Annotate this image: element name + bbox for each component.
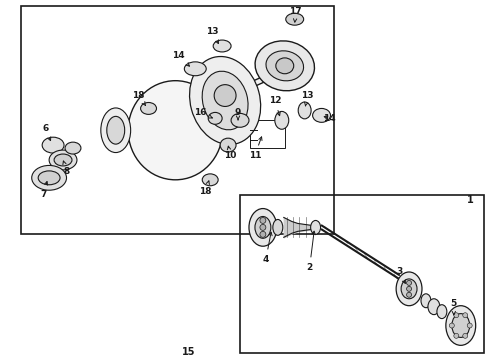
Circle shape <box>260 217 266 224</box>
Bar <box>250 120 285 148</box>
Ellipse shape <box>396 272 422 306</box>
Text: 17: 17 <box>290 7 302 22</box>
Circle shape <box>463 313 468 318</box>
Circle shape <box>449 323 454 328</box>
Text: 5: 5 <box>451 299 457 315</box>
Ellipse shape <box>298 102 311 119</box>
Ellipse shape <box>32 166 67 190</box>
Circle shape <box>407 280 412 285</box>
Text: 14: 14 <box>323 114 336 123</box>
Ellipse shape <box>273 220 283 235</box>
Ellipse shape <box>255 41 315 91</box>
Ellipse shape <box>213 40 231 52</box>
Text: 3: 3 <box>396 266 405 283</box>
Ellipse shape <box>42 137 64 153</box>
Ellipse shape <box>428 299 440 315</box>
Ellipse shape <box>38 171 60 185</box>
Text: 14: 14 <box>172 51 190 66</box>
Ellipse shape <box>202 174 218 186</box>
Ellipse shape <box>452 314 470 337</box>
Text: 13: 13 <box>301 91 314 106</box>
Ellipse shape <box>107 116 124 144</box>
Ellipse shape <box>286 13 304 25</box>
Ellipse shape <box>446 306 476 345</box>
Ellipse shape <box>141 103 156 114</box>
Ellipse shape <box>202 71 248 130</box>
Ellipse shape <box>311 220 320 234</box>
Ellipse shape <box>437 305 447 319</box>
Ellipse shape <box>184 62 206 76</box>
Ellipse shape <box>101 108 131 153</box>
Text: 15: 15 <box>182 347 195 357</box>
Circle shape <box>407 286 412 291</box>
Circle shape <box>467 323 472 328</box>
Circle shape <box>260 224 266 230</box>
Ellipse shape <box>401 279 417 299</box>
Bar <box>21 6 335 234</box>
Ellipse shape <box>249 208 277 246</box>
Bar <box>240 195 484 353</box>
Circle shape <box>463 333 468 338</box>
Circle shape <box>454 333 459 338</box>
Ellipse shape <box>65 142 81 154</box>
Text: 2: 2 <box>307 231 316 271</box>
Text: 8: 8 <box>63 161 70 176</box>
Ellipse shape <box>276 58 294 74</box>
Text: 13: 13 <box>206 27 219 44</box>
Ellipse shape <box>128 81 222 180</box>
Circle shape <box>454 313 459 318</box>
Circle shape <box>260 231 266 237</box>
Circle shape <box>407 292 412 297</box>
Text: 18: 18 <box>132 91 146 105</box>
Text: 18: 18 <box>199 181 212 196</box>
Text: 7: 7 <box>40 181 48 199</box>
Ellipse shape <box>266 51 304 81</box>
Ellipse shape <box>220 138 236 152</box>
Text: 10: 10 <box>224 146 236 159</box>
Ellipse shape <box>54 154 72 166</box>
Ellipse shape <box>313 108 331 122</box>
Ellipse shape <box>255 216 271 238</box>
Ellipse shape <box>214 85 236 107</box>
Ellipse shape <box>231 113 249 127</box>
Ellipse shape <box>190 57 261 144</box>
Text: 12: 12 <box>269 96 281 116</box>
Text: 4: 4 <box>263 232 272 264</box>
Ellipse shape <box>208 112 222 124</box>
Text: 11: 11 <box>249 137 262 159</box>
Ellipse shape <box>421 294 431 308</box>
Text: 16: 16 <box>194 108 212 118</box>
Text: 9: 9 <box>235 108 241 120</box>
Ellipse shape <box>275 111 289 129</box>
Text: 1: 1 <box>467 195 474 204</box>
Text: 6: 6 <box>42 124 51 141</box>
Ellipse shape <box>49 150 77 170</box>
